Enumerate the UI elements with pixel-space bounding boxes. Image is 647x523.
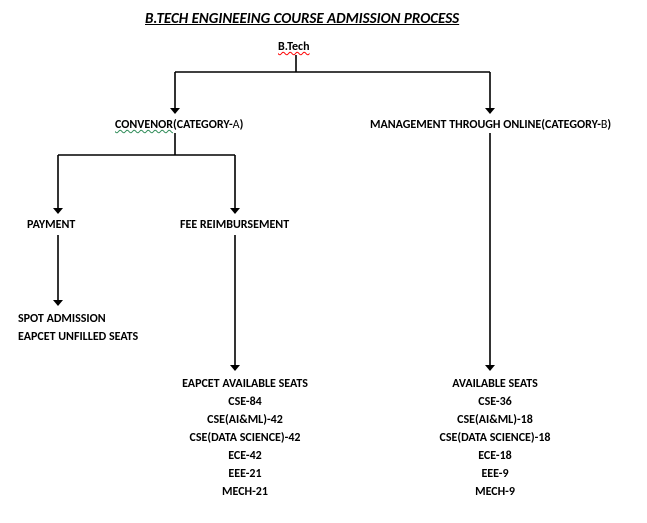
branch-a-node: CONVENOR(CATEGORY-A) [115, 118, 243, 132]
avail-block: AVAILABLE SEATS CSE-36 CSE(AI&ML)-18 CSE… [415, 375, 575, 501]
spot-block: SPOT ADMISSION EAPCET UNFILLED SEATS [18, 310, 138, 346]
fee-node: FEE REIMBURSEMENT [180, 218, 289, 232]
branch-b-node: MANAGEMENT THROUGH ONLINE(CATEGORY-B) [370, 118, 611, 132]
root-node: B.Tech [278, 40, 310, 54]
eapcet-block: EAPCET AVAILABLE SEATS CSE-84 CSE(AI&ML)… [160, 375, 330, 501]
payment-node: PAYMENT [27, 218, 75, 232]
diagram-title: B.TECH ENGINEEING COURSE ADMISSION PROCE… [145, 10, 459, 28]
